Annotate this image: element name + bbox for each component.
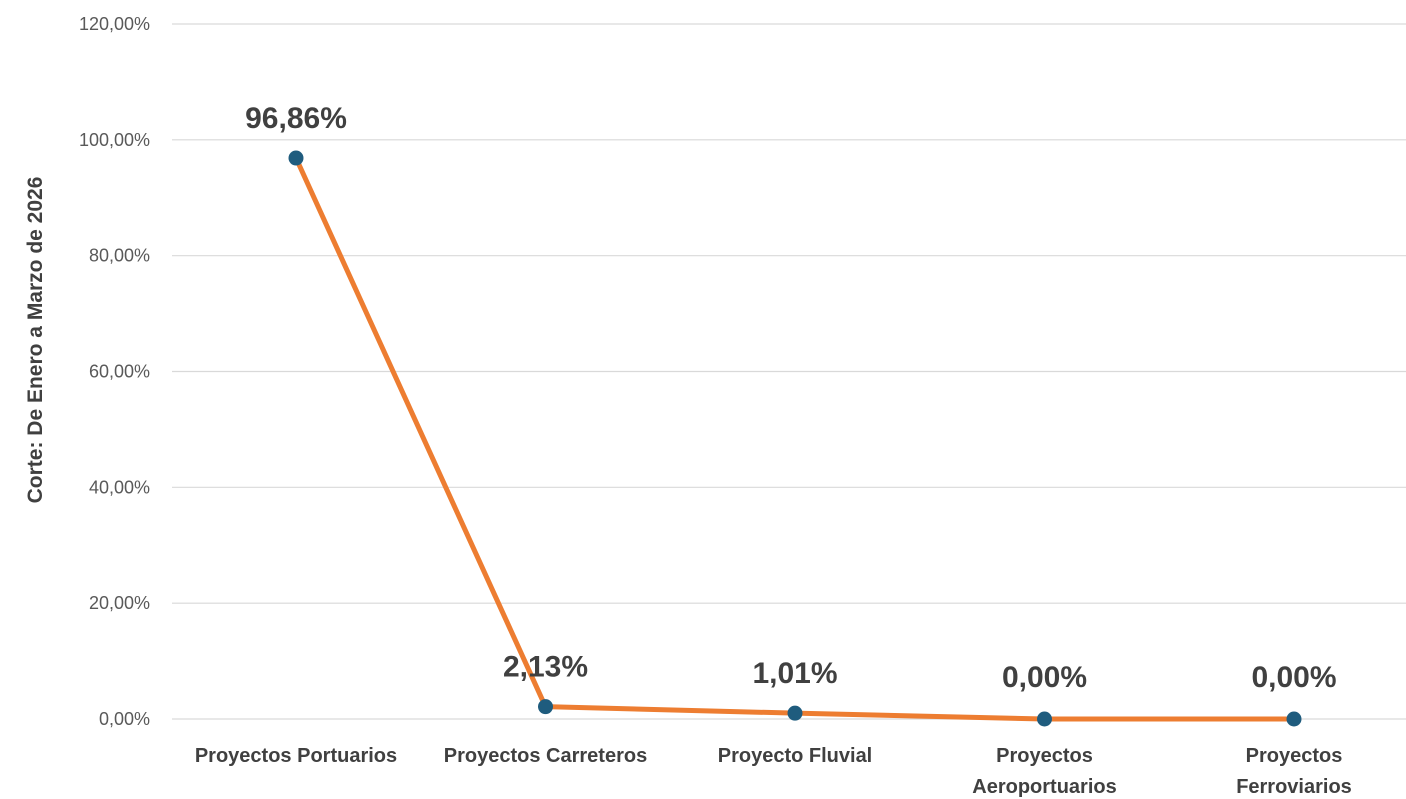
data-label: 0,00% (1002, 661, 1087, 694)
x-category-label: Proyecto Fluvial (718, 745, 873, 767)
y-axis-ticks: 0,00% 20,00% 40,00% 60,00% 80,00% 100,00% 120,… (79, 14, 150, 729)
data-label: 2,13% (503, 651, 588, 684)
data-point (288, 150, 304, 166)
y-tick-label: 120,00% (79, 14, 150, 34)
data-point (1286, 711, 1302, 727)
y-tick-label: 60,00% (89, 362, 150, 382)
y-tick-label: 0,00% (99, 709, 150, 729)
x-category-label: Proyectos Carreteros (444, 745, 647, 767)
y-tick-label: 80,00% (89, 246, 150, 266)
y-tick-label: 100,00% (79, 130, 150, 150)
data-label: 1,01% (752, 657, 837, 690)
data-point (787, 705, 803, 721)
series-line (293, 155, 1297, 722)
y-tick-label: 40,00% (89, 477, 150, 497)
x-axis-categories: Proyectos Portuarios Proyectos Carreteros… (195, 745, 1352, 798)
y-axis-label: Corte: De Enero a Marzo de 2026 (24, 177, 47, 504)
data-labels: 96,86% 2,13% 1,01% 0,00% 0,00% (245, 102, 1336, 694)
x-category-label: Aeroportuarios (972, 776, 1116, 798)
data-point (1037, 711, 1052, 727)
data-label: 96,86% (245, 102, 347, 135)
x-category-label: Proyectos (1246, 745, 1343, 767)
x-category-label: Ferroviarios (1236, 776, 1352, 798)
data-label: 0,00% (1251, 661, 1336, 694)
x-category-label: Proyectos Portuarios (195, 745, 397, 767)
series-path (293, 155, 1297, 722)
x-category-label: Proyectos (996, 745, 1093, 767)
y-tick-label: 20,00% (89, 593, 150, 613)
data-point (538, 699, 553, 715)
gridlines (172, 23, 1406, 720)
data-points (288, 150, 1302, 727)
